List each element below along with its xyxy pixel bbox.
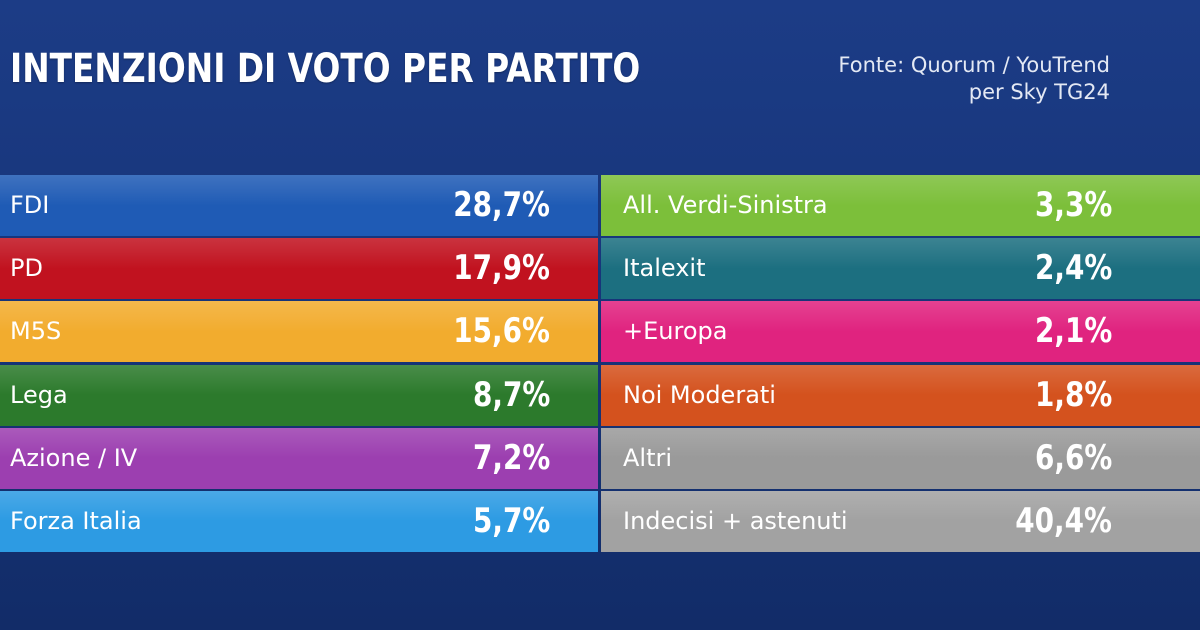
party-name: M5S bbox=[10, 317, 62, 346]
party-row: All. Verdi-Sinistra 3,3% bbox=[601, 175, 1200, 236]
party-value: 6,6% bbox=[1034, 437, 1112, 478]
party-row: Lega 8,7% bbox=[0, 364, 598, 426]
source-line-1: Fonte: Quorum / YouTrend bbox=[838, 53, 1110, 77]
party-row: Altri 6,6% bbox=[601, 427, 1200, 489]
party-row: Forza Italia 5,7% bbox=[0, 490, 598, 552]
party-value: 2,4% bbox=[1034, 248, 1112, 289]
party-name: Forza Italia bbox=[10, 506, 142, 535]
party-name: Azione / IV bbox=[10, 443, 138, 472]
party-value: 5,7% bbox=[472, 500, 550, 541]
party-name: Indecisi + astenuti bbox=[623, 506, 848, 535]
party-row: +Europa 2,1% bbox=[601, 301, 1200, 363]
source-note: Fonte: Quorum / YouTrend per Sky TG24 bbox=[838, 52, 1110, 106]
results-column-left: FDI 28,7% PD 17,9% M5S 15,6% Lega 8,7% Azione / … bbox=[0, 175, 598, 554]
party-name: FDI bbox=[10, 191, 50, 219]
party-name: All. Verdi-Sinistra bbox=[623, 191, 828, 219]
party-name: Noi Moderati bbox=[623, 380, 776, 409]
party-value: 2,1% bbox=[1034, 311, 1112, 352]
party-name: Italexit bbox=[623, 254, 706, 283]
results-table: FDI 28,7% PD 17,9% M5S 15,6% Lega 8,7% Azione / … bbox=[0, 175, 1200, 556]
party-row: Indecisi + astenuti 40,4% bbox=[601, 490, 1200, 552]
party-value: 15,6% bbox=[453, 311, 550, 352]
party-row: PD 17,9% bbox=[0, 238, 598, 300]
party-value: 40,4% bbox=[1015, 500, 1112, 541]
party-value: 1,8% bbox=[1034, 374, 1112, 415]
party-row: Noi Moderati 1,8% bbox=[601, 364, 1200, 426]
party-row: FDI 28,7% bbox=[0, 175, 598, 236]
party-name: +Europa bbox=[623, 317, 728, 346]
party-row: M5S 15,6% bbox=[0, 301, 598, 363]
party-value: 8,7% bbox=[472, 374, 550, 415]
results-column-right: All. Verdi-Sinistra 3,3% Italexit 2,4% +Euro… bbox=[601, 175, 1200, 554]
party-row: Azione / IV 7,2% bbox=[0, 427, 598, 489]
party-name: Lega bbox=[10, 380, 68, 409]
page-title: INTENZIONI DI VOTO PER PARTITO bbox=[10, 46, 641, 92]
source-line-2: per Sky TG24 bbox=[968, 80, 1110, 104]
party-row: Italexit 2,4% bbox=[601, 238, 1200, 300]
party-value: 3,3% bbox=[1034, 185, 1112, 225]
party-name: PD bbox=[10, 254, 43, 283]
party-name: Altri bbox=[623, 443, 673, 472]
party-value: 28,7% bbox=[453, 185, 550, 225]
party-value: 7,2% bbox=[472, 437, 550, 478]
party-value: 17,9% bbox=[453, 248, 550, 289]
